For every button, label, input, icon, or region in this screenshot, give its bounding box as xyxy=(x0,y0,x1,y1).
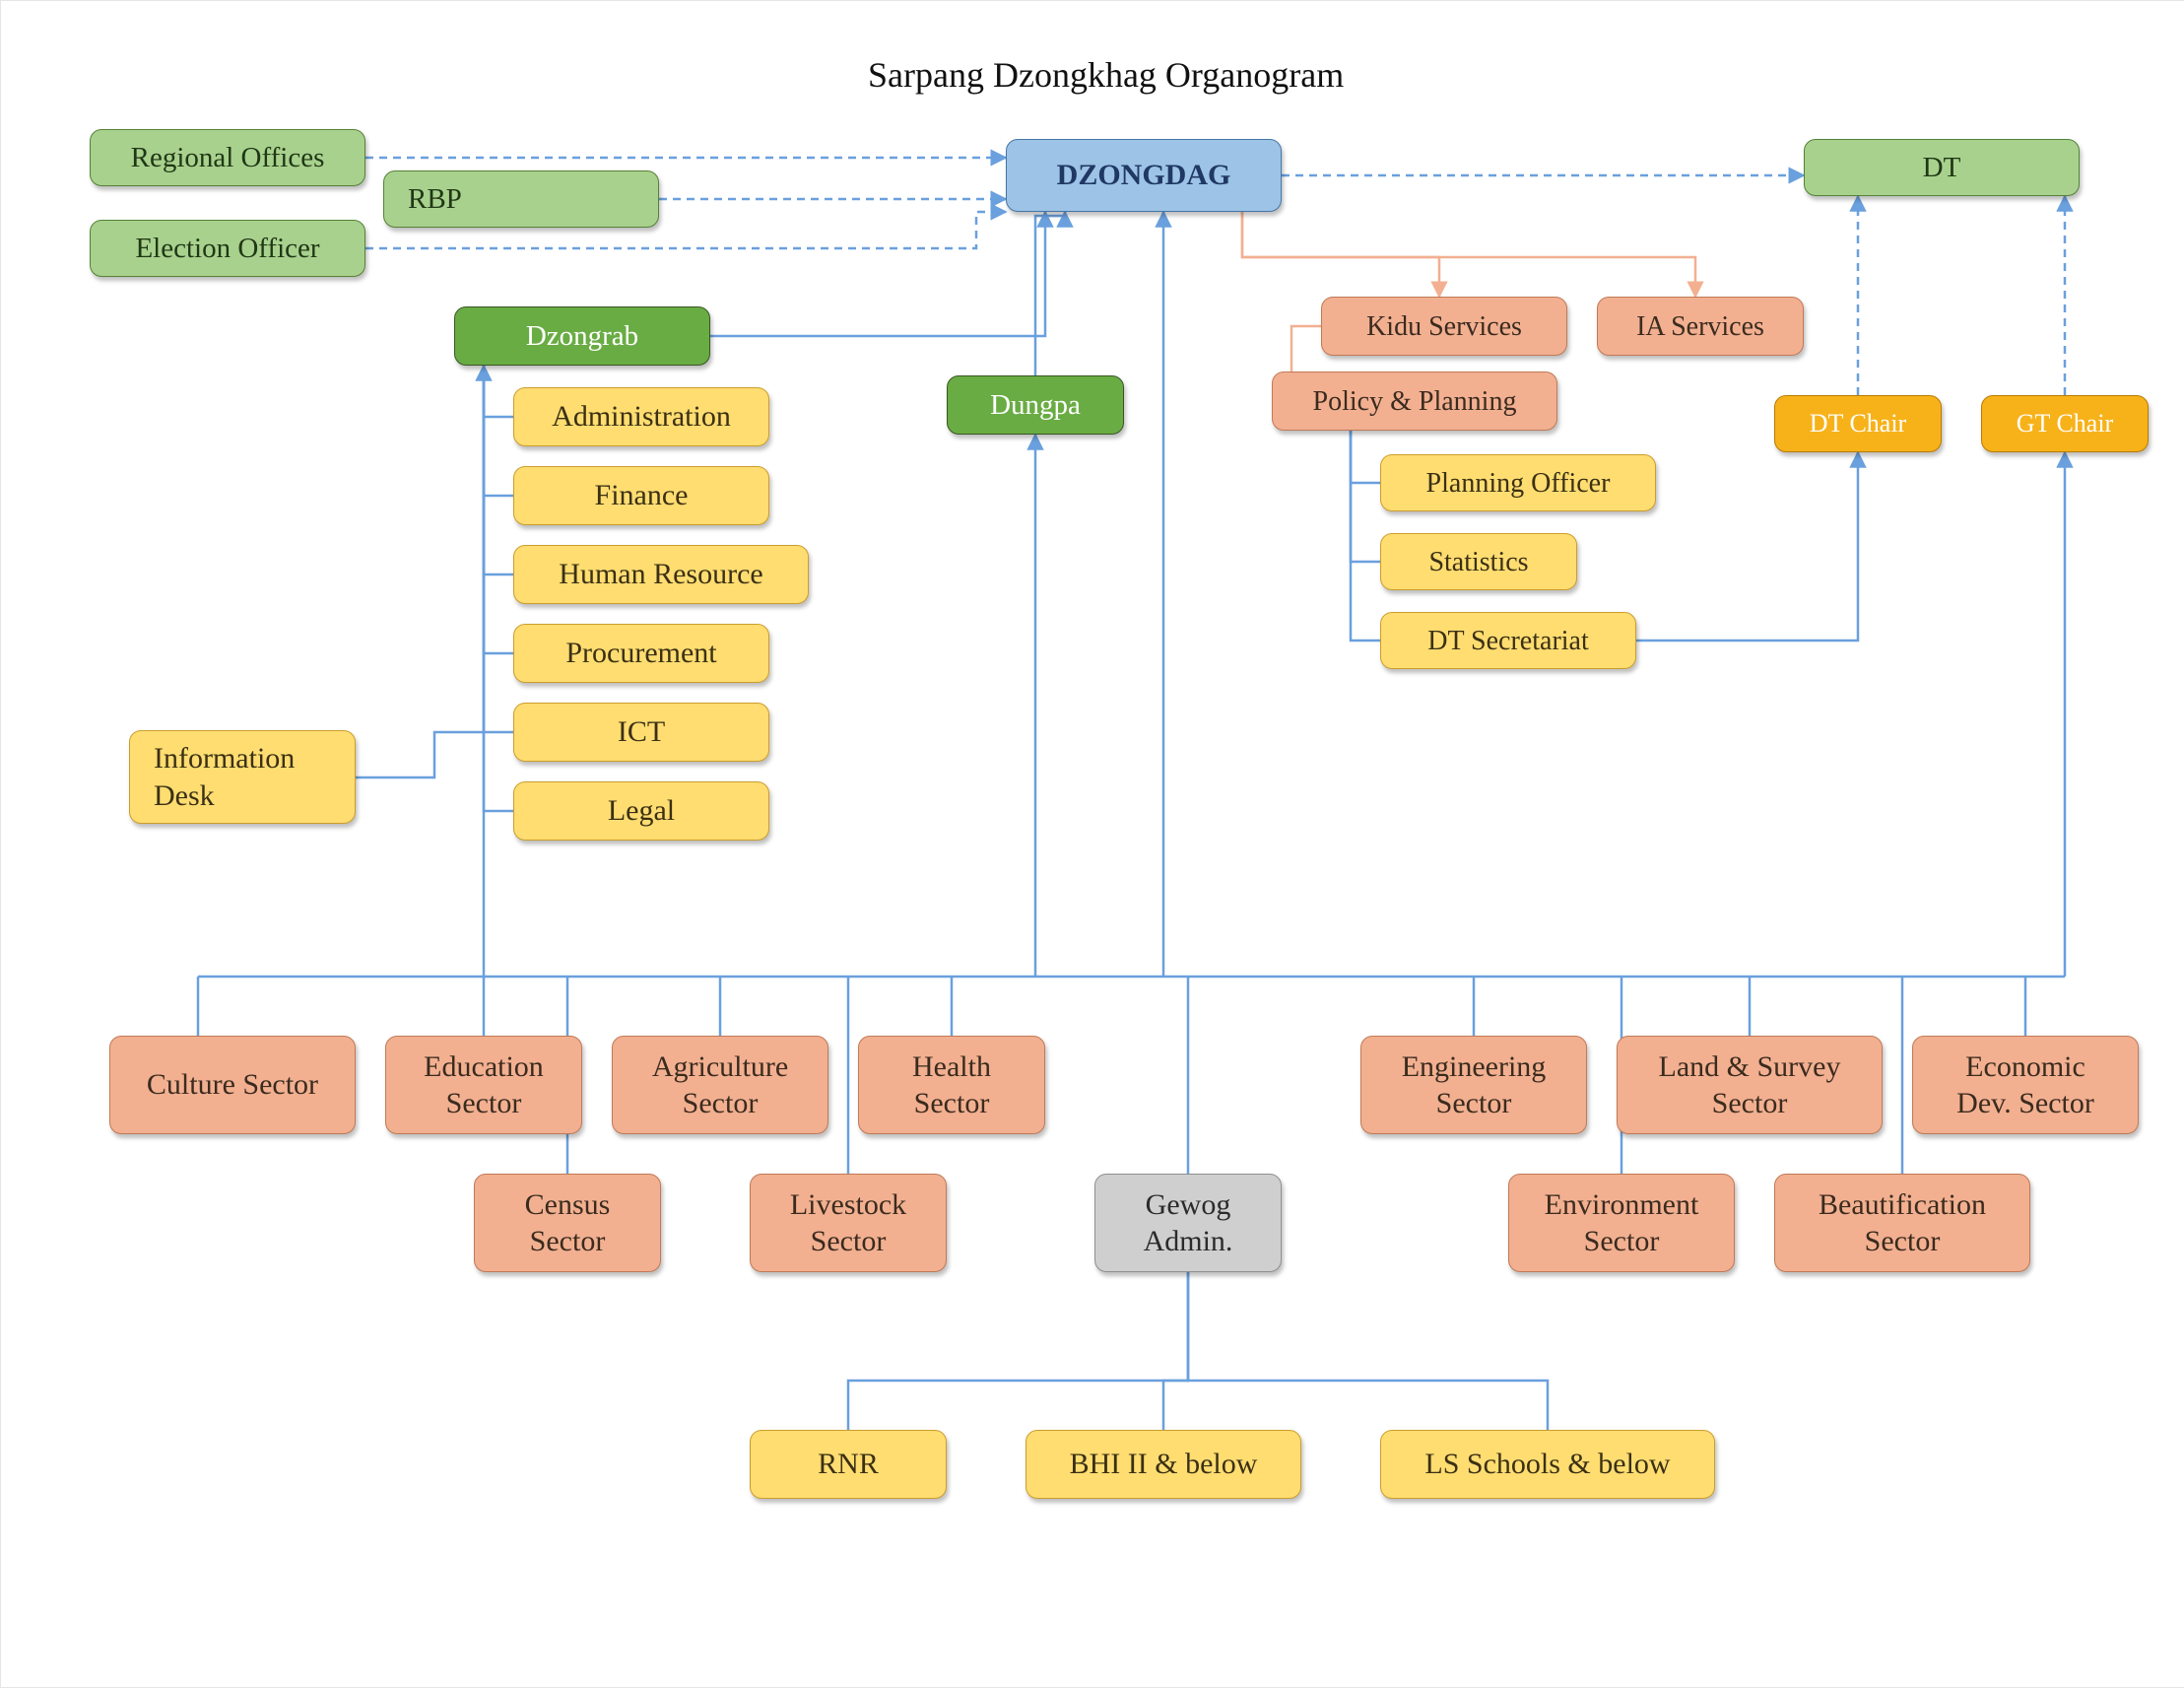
node-beaut: BeautificationSector xyxy=(1774,1174,2030,1272)
node-livestock: LivestockSector xyxy=(750,1174,947,1272)
node-gt_chair: GT Chair xyxy=(1981,395,2149,452)
node-eng: EngineeringSector xyxy=(1360,1036,1587,1134)
node-plan_off: Planning Officer xyxy=(1380,454,1656,511)
node-hr: Human Resource xyxy=(513,545,809,604)
edge-policy-stats xyxy=(1351,431,1380,562)
node-info_desk: InformationDesk xyxy=(129,730,356,824)
node-kidu: Kidu Services xyxy=(1321,297,1567,356)
edge-info_desk-ict xyxy=(356,732,484,777)
diagram-title: Sarpang Dzongkhag Organogram xyxy=(868,54,1344,96)
node-ia: IA Services xyxy=(1597,297,1804,356)
node-econ: EconomicDev. Sector xyxy=(1912,1036,2139,1134)
edge-dzongrab-dzongdag xyxy=(710,212,1045,336)
node-policy: Policy & Planning xyxy=(1272,371,1557,431)
edge-gewog-ls xyxy=(1188,1272,1548,1430)
node-gewog: GewogAdmin. xyxy=(1094,1174,1282,1272)
edge-dzongdag-ia xyxy=(1242,212,1695,297)
edge-dzongrab-ict xyxy=(484,366,513,732)
node-bhi: BHI II & below xyxy=(1026,1430,1301,1499)
edge-dt_sec-dt_chair xyxy=(1636,452,1858,641)
node-env: EnvironmentSector xyxy=(1508,1174,1735,1272)
edge-gewog-rnr xyxy=(848,1272,1188,1430)
organogram-canvas: Sarpang Dzongkhag Organogram Regional Of… xyxy=(0,0,2184,1688)
node-land: Land & SurveySector xyxy=(1617,1036,1883,1134)
node-census: CensusSector xyxy=(474,1174,661,1272)
node-ict: ICT xyxy=(513,703,769,762)
edge-dzongrab-admin xyxy=(484,366,513,417)
node-dungpa: Dungpa xyxy=(947,375,1124,435)
node-dt_chair: DT Chair xyxy=(1774,395,1942,452)
edge-dzongrab-legal xyxy=(484,366,513,811)
node-ls: LS Schools & below xyxy=(1380,1430,1715,1499)
node-finance: Finance xyxy=(513,466,769,525)
node-admin: Administration xyxy=(513,387,769,446)
node-election_officer: Election Officer xyxy=(90,220,365,277)
edge-dzongrab-finance xyxy=(484,366,513,496)
edge-dzongrab-proc xyxy=(484,366,513,653)
edge-policy-plan_off xyxy=(1351,431,1380,483)
node-rbp: RBP xyxy=(383,170,659,228)
edge-policy-dt_sec xyxy=(1351,431,1380,641)
node-education: EducationSector xyxy=(385,1036,582,1134)
node-legal: Legal xyxy=(513,781,769,841)
node-culture: Culture Sector xyxy=(109,1036,356,1134)
node-agri: AgricultureSector xyxy=(612,1036,828,1134)
edge-dungpa-dzongdag xyxy=(1035,212,1065,375)
node-dt: DT xyxy=(1804,139,2080,196)
node-rnr: RNR xyxy=(750,1430,947,1499)
node-proc: Procurement xyxy=(513,624,769,683)
node-regional_offices: Regional Offices xyxy=(90,129,365,186)
node-health: HealthSector xyxy=(858,1036,1045,1134)
edge-dzongdag-kidu xyxy=(1242,212,1439,297)
node-stats: Statistics xyxy=(1380,533,1577,590)
node-dzongrab: Dzongrab xyxy=(454,306,710,366)
node-dzongdag: DZONGDAG xyxy=(1006,139,1282,212)
edge-dzongrab-hr xyxy=(484,366,513,574)
edge-gewog-bhi xyxy=(1163,1272,1188,1430)
node-dt_sec: DT Secretariat xyxy=(1380,612,1636,669)
